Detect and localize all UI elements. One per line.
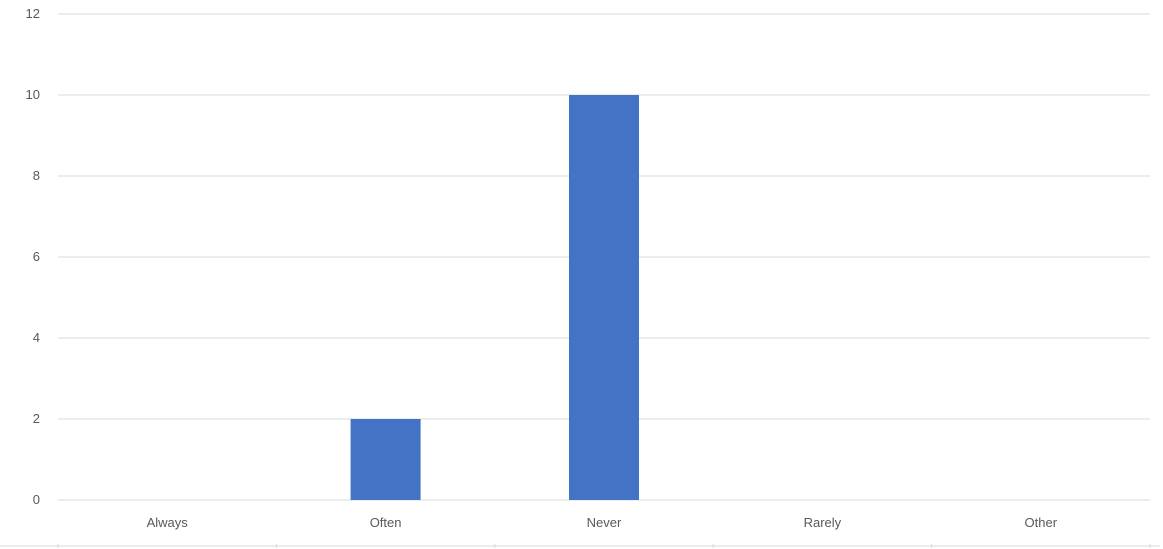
bar-often bbox=[350, 419, 421, 500]
y-tick-label: 8 bbox=[33, 168, 40, 183]
y-tick-label: 6 bbox=[33, 249, 40, 264]
x-axis-category-labels: Always Often Never Rarely Other bbox=[147, 515, 1058, 530]
y-tick-label: 12 bbox=[26, 6, 40, 21]
bars bbox=[350, 95, 639, 500]
x-axis bbox=[0, 544, 1160, 548]
x-category-label: Rarely bbox=[804, 515, 842, 530]
bar-never bbox=[569, 95, 639, 500]
y-tick-label: 4 bbox=[33, 330, 40, 345]
y-tick-label: 2 bbox=[33, 411, 40, 426]
x-category-label: Other bbox=[1025, 515, 1058, 530]
x-category-label: Often bbox=[370, 515, 402, 530]
y-tick-label: 0 bbox=[33, 492, 40, 507]
y-axis-tick-labels: 0 2 4 6 8 10 12 bbox=[26, 6, 40, 507]
y-tick-label: 10 bbox=[26, 87, 40, 102]
x-category-label: Always bbox=[147, 515, 189, 530]
x-category-label: Never bbox=[587, 515, 622, 530]
